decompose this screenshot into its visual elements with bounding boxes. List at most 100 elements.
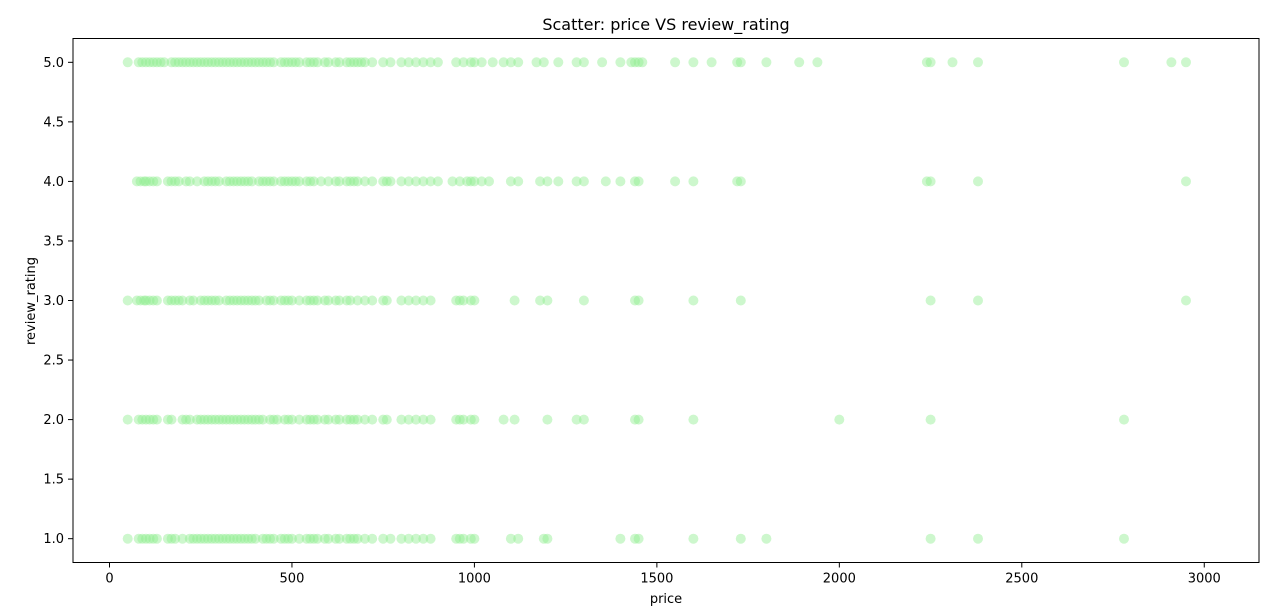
scatter-point: [633, 295, 644, 306]
scatter-point: [170, 176, 181, 187]
scatter-point: [323, 57, 334, 68]
scatter-point: [615, 57, 626, 68]
scatter-point: [735, 533, 746, 544]
scatter-point: [341, 57, 352, 68]
scatter-point: [305, 414, 316, 425]
scatter-point: [356, 57, 367, 68]
scatter-point: [761, 57, 772, 68]
scatter-point: [294, 176, 305, 187]
scatter-point: [287, 295, 297, 306]
scatter-point: [1166, 57, 1177, 68]
scatter-point: [334, 414, 345, 425]
scatter-point: [349, 414, 359, 425]
scatter-point: [141, 295, 151, 306]
scatter-point: [166, 57, 177, 68]
scatter-point: [451, 57, 462, 68]
scatter-point: [341, 414, 352, 425]
scatter-point: [287, 533, 297, 544]
scatter-point: [323, 414, 334, 425]
scatter-point: [224, 295, 235, 306]
scatter-point: [239, 295, 250, 306]
scatter-point: [451, 414, 462, 425]
scatter-point: [469, 176, 480, 187]
scatter-point: [378, 57, 389, 68]
scatter-point: [133, 414, 144, 425]
scatter-point: [217, 533, 228, 544]
scatter-point: [378, 295, 389, 306]
scatter-point: [162, 414, 173, 425]
scatter-point: [203, 176, 213, 187]
scatter-point: [239, 57, 250, 68]
scatter-point: [239, 176, 250, 187]
scatter-point: [261, 295, 272, 306]
scatter-point: [403, 414, 414, 425]
scatter-point: [173, 57, 184, 68]
scatter-point: [257, 414, 268, 425]
scatter-point: [235, 57, 246, 68]
scatter-point: [261, 57, 272, 68]
scatter-point: [542, 414, 553, 425]
scatter-point: [246, 295, 257, 306]
scatter-point: [367, 533, 378, 544]
scatter-point: [498, 57, 509, 68]
scatter-point: [308, 295, 319, 306]
scatter-point: [403, 533, 414, 544]
scatter-point: [349, 57, 359, 68]
scatter-point: [199, 57, 210, 68]
scatter-point: [334, 533, 345, 544]
scatter-point: [217, 57, 228, 68]
scatter-point: [794, 57, 805, 68]
scatter-point: [195, 533, 206, 544]
x-tick-label: 2500: [1005, 572, 1038, 587]
scatter-point: [925, 57, 936, 68]
scatter-point: [217, 414, 228, 425]
scatter-point: [221, 57, 232, 68]
scatter-point: [578, 295, 589, 306]
scatter-point: [973, 533, 983, 544]
scatter-point: [203, 414, 213, 425]
scatter-point: [630, 176, 640, 187]
x-axis: 0 500 1000 1500 2000 2500 3000: [105, 562, 1221, 587]
scatter-point: [254, 176, 265, 187]
scatter-point: [396, 57, 407, 68]
scatter-point: [290, 57, 301, 68]
scatter-point: [301, 414, 312, 425]
scatter-point: [192, 533, 203, 544]
scatter-point: [418, 57, 429, 68]
scatter-point: [261, 533, 272, 544]
scatter-point: [345, 533, 356, 544]
scatter-point: [239, 533, 250, 544]
scatter-point: [232, 414, 243, 425]
scatter-point: [498, 414, 509, 425]
scatter-point: [688, 533, 699, 544]
scatter-point: [301, 57, 312, 68]
scatter-point: [925, 176, 936, 187]
scatter-point: [973, 57, 983, 68]
scatter-point: [403, 176, 414, 187]
scatter-point: [265, 533, 276, 544]
scatter-point: [283, 533, 294, 544]
scatter-point: [137, 414, 148, 425]
scatter-point: [287, 57, 297, 68]
scatter-point: [378, 533, 389, 544]
scatter-point: [571, 414, 582, 425]
scatter-point: [301, 176, 312, 187]
scatter-point: [131, 295, 142, 306]
scatter-point: [246, 57, 257, 68]
scatter-point: [141, 57, 151, 68]
scatter-point: [232, 176, 243, 187]
scatter-point: [199, 533, 210, 544]
scatter-point: [206, 295, 217, 306]
scatter-point: [925, 533, 936, 544]
scatter-point: [571, 57, 582, 68]
scatter-point: [319, 414, 330, 425]
scatter-point: [294, 533, 305, 544]
scatter-point: [173, 295, 184, 306]
scatter-point: [287, 414, 297, 425]
scatter-point: [276, 57, 286, 68]
scatter-point: [210, 57, 221, 68]
scatter-point: [294, 57, 305, 68]
scatter-point: [432, 176, 443, 187]
scatter-point: [465, 533, 476, 544]
scatter-point: [184, 533, 195, 544]
